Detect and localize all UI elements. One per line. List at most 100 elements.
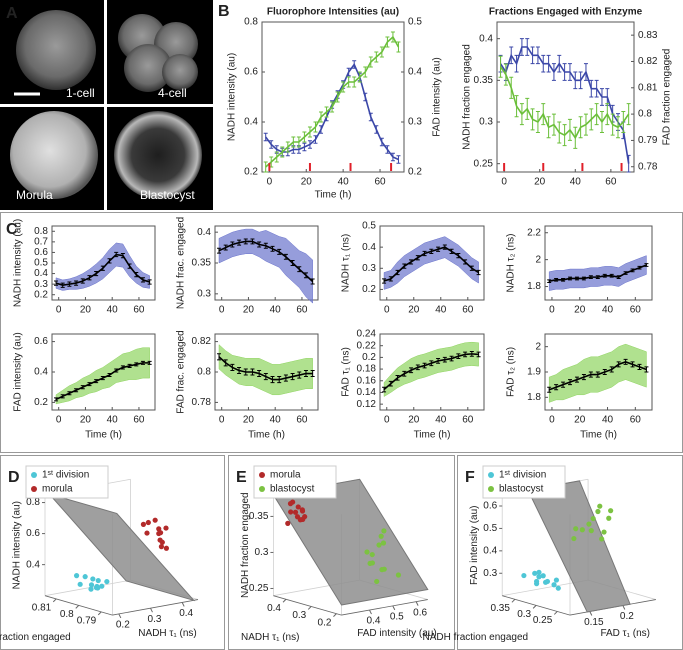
y-axis-label: FAD intensity (au) <box>13 332 24 411</box>
y-tick-label: 0.6 <box>244 67 258 78</box>
x-tick-label: 60 <box>630 305 642 316</box>
y-tick-label: 0.25 <box>533 615 553 626</box>
y-tick <box>282 598 287 603</box>
legend-marker <box>488 472 494 478</box>
error-bar <box>54 280 59 286</box>
y-tick-label: 0.2 <box>34 397 48 408</box>
data-point <box>555 585 561 591</box>
y2-tick-label: 0.3 <box>408 117 422 128</box>
data-point <box>521 572 527 579</box>
x-tick-label: 40 <box>107 305 119 316</box>
x-tick-label: 60 <box>374 177 386 188</box>
z-tick-label: 0.4 <box>26 559 40 570</box>
x-tick-label: 0.3 <box>148 614 162 625</box>
y-tick-label: 0.5 <box>362 221 376 232</box>
y-tick <box>97 611 102 616</box>
x-tick-label: 60 <box>605 177 617 188</box>
data-point <box>95 585 101 591</box>
data-point <box>571 535 577 542</box>
legend-label: morula <box>270 470 301 481</box>
x-tick <box>392 605 396 611</box>
error-bar <box>396 41 401 53</box>
legend-marker <box>31 486 37 492</box>
data-point <box>285 520 291 526</box>
x-tick-label: 40 <box>338 177 350 188</box>
z-tick-label: 0.4 <box>483 545 497 556</box>
y-tick-label: 1.9 <box>527 367 541 378</box>
x-tick <box>118 613 122 619</box>
decision-plane <box>272 478 429 606</box>
x-tick-label: 40 <box>602 415 614 426</box>
x-axis-label: Time (h) <box>414 430 451 441</box>
chart-title: Fluorophore Intensities (au) <box>267 7 399 18</box>
x-tick <box>181 602 185 607</box>
panel-a: 1-cell 4-cell Morula Blastocyst <box>0 0 213 210</box>
z-tick-label: 0.35 <box>249 511 269 522</box>
y-axis-label: NADH τ₁ (ns) <box>241 632 299 643</box>
y-tick-label: 0.8 <box>34 226 48 237</box>
trace-spread <box>218 228 313 304</box>
y-tick-label: 0.4 <box>362 242 376 253</box>
z-axis-label: FAD intensity (au) <box>469 505 480 584</box>
data-point <box>378 533 384 539</box>
x-tick-label: 40 <box>435 305 447 316</box>
y2-tick-label: 0.2 <box>408 167 422 178</box>
y-tick-label: 0.25 <box>474 158 494 169</box>
data-point <box>599 536 605 542</box>
x-tick-label: 20 <box>574 305 586 316</box>
x-tick-label: 60 <box>630 415 642 426</box>
y-tick <box>532 605 537 609</box>
error-bar <box>498 55 503 78</box>
x-tick-label: 40 <box>435 415 447 426</box>
panel-label: E <box>236 469 247 486</box>
data-point <box>579 527 585 533</box>
panel-label: A <box>6 5 18 22</box>
y-tick-label: 0.14 <box>357 387 377 398</box>
data-point <box>73 573 80 579</box>
y-tick-label: 0.6 <box>34 336 48 347</box>
series-line <box>383 353 479 391</box>
error-bar <box>644 366 649 373</box>
x-tick-label: 40 <box>570 177 582 188</box>
y-tick-label: 0.22 <box>357 340 377 351</box>
x-tick-label: 20 <box>243 415 255 426</box>
y2-tick-label: 0.78 <box>638 161 658 172</box>
data-point <box>369 551 375 558</box>
y-tick-label: 0.2 <box>362 284 376 295</box>
data-point <box>540 573 546 579</box>
data-point <box>292 509 299 515</box>
z-tick-label: 0.6 <box>26 528 40 539</box>
y-tick-label: 0.7 <box>34 236 48 247</box>
trace-spread <box>548 255 647 291</box>
y-tick-label: 0.35 <box>192 258 212 269</box>
x-tick-label: 0 <box>56 305 62 316</box>
data-point <box>588 528 594 534</box>
y-tick-label: 0.2 <box>362 352 376 363</box>
y2-tick-label: 0.79 <box>638 135 658 146</box>
y-tick <box>553 611 558 615</box>
x-axis-label: Time (h) <box>580 430 617 441</box>
panel-label: B <box>218 3 230 20</box>
trace-spread <box>383 341 479 397</box>
x-tick-label: 20 <box>80 415 92 426</box>
data-point <box>287 501 294 507</box>
error-bar <box>263 132 268 142</box>
y-tick-label: 0.35 <box>474 75 494 86</box>
data-point <box>533 578 540 585</box>
x-tick-label: 60 <box>462 305 474 316</box>
y-tick-label: 0.4 <box>267 603 281 614</box>
y-tick-label: 0.78 <box>192 397 212 408</box>
x-tick-label: 0 <box>549 415 555 426</box>
y-axis-label: NADH frac. engaged <box>176 217 187 309</box>
data-point <box>586 521 592 527</box>
y-axis-label: NADH fraction engaged <box>422 632 528 643</box>
y-tick-label: 0.3 <box>292 610 306 621</box>
legend-marker <box>31 472 37 478</box>
x-tick <box>622 605 626 610</box>
y-axis-label: NADH intensity (au) <box>13 219 24 307</box>
data-point <box>376 542 382 548</box>
y-tick <box>75 605 80 609</box>
x-tick-label: 40 <box>270 305 282 316</box>
x-tick-label: 20 <box>408 305 420 316</box>
